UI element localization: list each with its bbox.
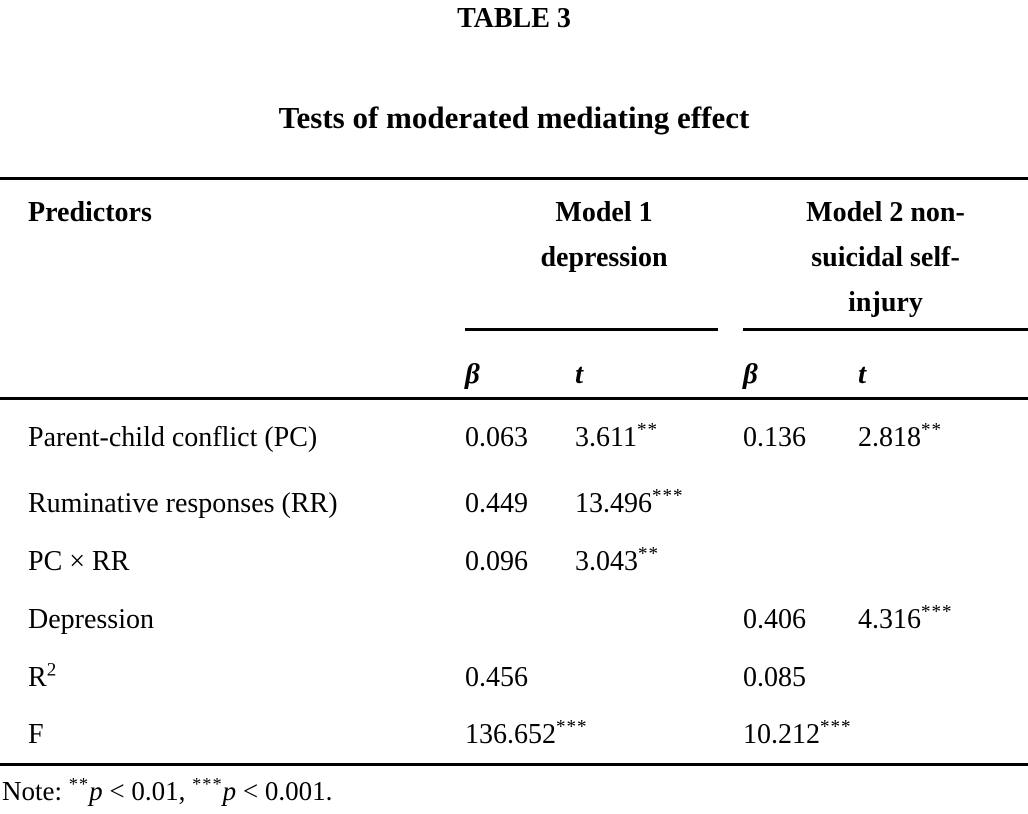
row-label-text: R: [28, 661, 47, 693]
significance-stars: ***: [192, 774, 223, 794]
cell-model2-t: 2.818**: [858, 419, 943, 453]
significance-stars: **: [921, 419, 943, 441]
p-symbol: p: [222, 776, 237, 806]
note-threshold-01: < 0.01,: [102, 776, 193, 806]
table-row: R2 0.456 0.085: [0, 649, 1028, 706]
col-header-model1-beta: β: [465, 358, 480, 390]
col-group-model1-label: Model 1 depression: [540, 197, 668, 273]
note-threshold-001: < 0.001.: [236, 776, 333, 806]
table-title: Tests of moderated mediating effect: [278, 100, 750, 135]
table-number-caption: TABLE 3: [457, 3, 571, 34]
cell-model1-t: 3.043**: [575, 543, 660, 577]
header-bottom-rule: [0, 397, 1028, 400]
cell-model1-beta: 0.096: [465, 545, 528, 577]
col-header-model2-t: t: [858, 358, 867, 390]
row-label-r-squared: R2: [0, 659, 465, 695]
cell-model1-t: 13.496***: [575, 485, 684, 519]
table-header-groups-row: Predictors Model 1 depression Model 2 no…: [0, 180, 1028, 331]
cell-model2-beta: 10.212***: [743, 716, 852, 750]
cell-model2-beta: 0.136: [743, 421, 806, 453]
col-group-model2-label: Model 2 non-suicidal self-injury: [806, 197, 965, 318]
p-symbol: p: [89, 776, 103, 806]
superscript-2: 2: [46, 659, 58, 681]
table-row: Parent-child conflict (PC) 0.063 3.611**…: [0, 400, 1028, 475]
row-label-text: Parent-child conflict (PC): [28, 421, 318, 453]
model1-spanner-rule: [465, 328, 718, 331]
cell-model1-t: 3.611**: [575, 419, 658, 453]
col-group-model2: Model 2 non-suicidal self-injury: [743, 190, 1028, 331]
stats-table: Predictors Model 1 depression Model 2 no…: [0, 177, 1028, 766]
cell-model1-beta: 0.063: [465, 421, 528, 453]
cell-model2-beta: 0.406: [743, 603, 806, 635]
table-subheader-row: β t β t: [0, 331, 1028, 397]
cell-model1-beta: 0.449: [465, 488, 528, 519]
row-label: Depression: [0, 603, 465, 637]
table-top-rule: [0, 177, 1028, 180]
row-label-text: PC × RR: [28, 545, 130, 577]
significance-stars: ***: [652, 485, 684, 507]
significance-stars: **: [636, 419, 658, 441]
col-header-predictors: Predictors: [28, 197, 152, 228]
row-label: Ruminative responses (RR): [0, 487, 465, 521]
col-header-model1-t: t: [575, 358, 584, 390]
row-label: Parent-child conflict (PC): [0, 421, 465, 455]
significance-stars: **: [638, 543, 660, 565]
row-label-text: F: [28, 718, 44, 750]
table-row: F 136.652*** 10.212***: [0, 706, 1028, 763]
table-row: PC × RR 0.096 3.043**: [0, 533, 1028, 590]
significance-stars: ***: [556, 716, 588, 738]
cell-model1-beta: 0.456: [465, 661, 528, 693]
row-label-text: Depression: [28, 603, 154, 635]
cell-model2-t: 4.316***: [858, 601, 953, 635]
col-header-model2-beta: β: [743, 358, 758, 390]
row-label: PC × RR: [0, 545, 465, 579]
significance-stars: ***: [921, 601, 953, 623]
table-row: Ruminative responses (RR) 0.449 13.496**…: [0, 475, 1028, 533]
note-prefix: Note:: [2, 776, 69, 806]
row-label-text: Ruminative responses (RR): [28, 488, 338, 519]
cell-model2-beta: 0.085: [743, 661, 806, 693]
table-row: Depression 0.406 4.316***: [0, 590, 1028, 649]
significance-stars: ***: [820, 716, 852, 738]
table-body: Parent-child conflict (PC) 0.063 3.611**…: [0, 400, 1028, 763]
model2-spanner-rule: [743, 328, 1028, 331]
col-group-model1: Model 1 depression: [465, 190, 743, 331]
cell-model1-beta: 136.652***: [465, 716, 588, 750]
table-bottom-rule: [0, 763, 1028, 766]
significance-stars: **: [68, 774, 90, 794]
row-label-f-statistic: F: [0, 718, 465, 752]
table-note: Note: **p < 0.01, ***p < 0.001.: [0, 766, 1028, 808]
